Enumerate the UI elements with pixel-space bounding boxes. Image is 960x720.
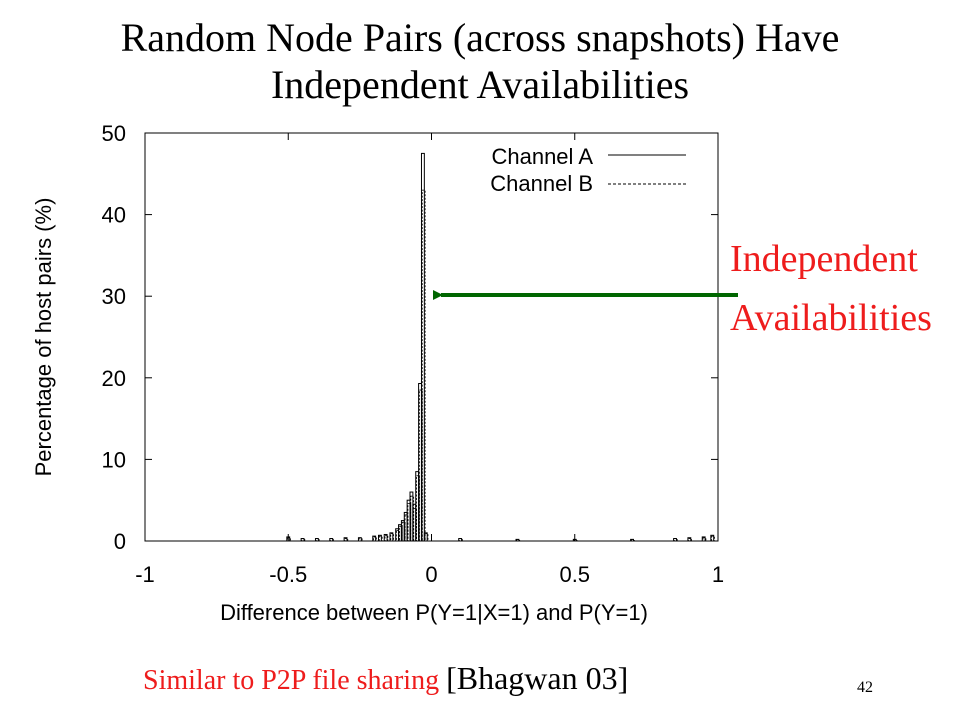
bar-channel-a <box>710 534 715 542</box>
y-tick-label: 30 <box>102 284 126 309</box>
bar-channel-b <box>459 538 463 542</box>
bar-channel-b <box>315 538 320 542</box>
callout-line1: Independent <box>730 238 918 280</box>
plot-frame <box>144 132 719 542</box>
x-tick-label: 0 <box>425 562 437 587</box>
y-tick-label: 20 <box>102 366 126 391</box>
bar-channel-b <box>573 538 578 542</box>
bar-channel-a <box>372 535 377 542</box>
bar-channel-b <box>421 189 426 542</box>
slide-title: Random Node Pairs (across snapshots) Hav… <box>0 14 960 108</box>
bar-channel-b <box>711 535 715 542</box>
footnote-text: Similar to P2P file sharing <box>143 665 440 696</box>
bar-channel-b <box>301 538 306 542</box>
x-tick-label: 0.5 <box>559 562 590 587</box>
x-tick-label: 1 <box>712 562 724 587</box>
bar-channel-b <box>516 538 521 542</box>
bar-channel-a <box>420 152 425 542</box>
bar-channel-a <box>377 534 382 542</box>
bar-channel-b <box>424 533 429 542</box>
bar-channel-b <box>407 503 412 542</box>
footnote: Similar to P2P file sharing [Bhagwan 03] <box>143 660 628 699</box>
legend-label-channel-b: Channel B <box>490 171 593 196</box>
x-axis-label: Difference between P(Y=1|X=1) and P(Y=1) <box>220 600 648 625</box>
bar-channel-b <box>673 538 678 542</box>
slide-title-line2: Independent Availabilities <box>270 62 690 107</box>
bar-channel-b <box>688 538 692 542</box>
histogram-bars <box>286 152 715 542</box>
x-tick-label: -0.5 <box>269 562 307 587</box>
bar-channel-b <box>631 538 635 542</box>
bar-channel-b <box>330 538 334 542</box>
y-tick-label: 50 <box>102 121 126 146</box>
bar-channel-b <box>358 537 363 542</box>
bar-channel-b <box>702 537 707 542</box>
y-tick-label: 0 <box>114 529 126 554</box>
footnote-citation: [Bhagwan 03] <box>446 660 629 696</box>
axis-ticks <box>144 132 719 542</box>
y-tick-label: 10 <box>102 447 126 472</box>
slide-title-line1: Random Node Pairs (across snapshots) Hav… <box>120 15 840 60</box>
bar-channel-b <box>401 521 406 542</box>
bar-channel-b <box>390 533 395 542</box>
page-number: 42 <box>857 679 873 696</box>
bar-channel-b <box>373 536 377 542</box>
bar-channel-b <box>344 538 349 542</box>
legend-label-channel-a: Channel A <box>491 144 593 169</box>
bar-channel-b <box>413 507 417 542</box>
x-tick-label: -1 <box>135 562 155 587</box>
bar-channel-b <box>378 535 383 542</box>
y-tick-label: 40 <box>102 203 126 228</box>
bar-channel-b <box>384 534 389 542</box>
callout-line2: Availabilities <box>730 297 932 339</box>
bar-channel-b <box>287 537 291 542</box>
y-axis-label: Percentage of host pairs (%) <box>31 198 56 477</box>
bar-channel-b <box>398 525 403 542</box>
